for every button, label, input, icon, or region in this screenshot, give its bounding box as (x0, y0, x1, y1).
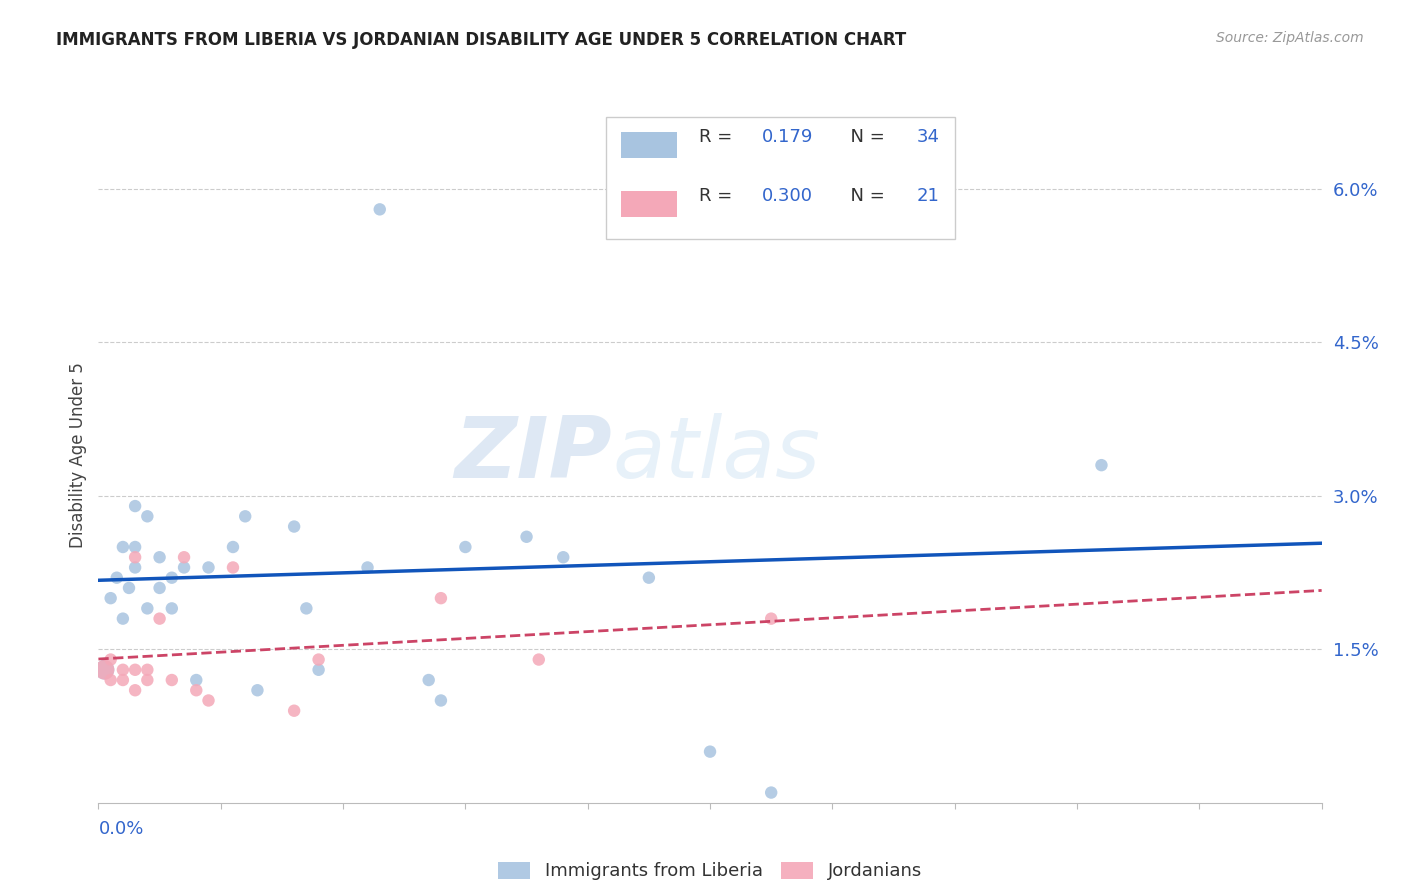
Point (124, 499, 146, 513)
Point (160, 571, 183, 585)
Point (111, 673, 134, 687)
Point (308, 663, 330, 677)
Point (759, 612, 782, 626)
Point (173, 560, 195, 574)
Point (283, 704, 305, 718)
Point (699, 745, 721, 759)
Point (308, 652, 330, 666)
Point (100, 652, 122, 666)
Point (430, 591, 453, 606)
Text: atlas: atlas (612, 413, 820, 497)
Point (186, 683, 208, 698)
Text: N =: N = (839, 187, 891, 205)
Point (149, 612, 172, 626)
Point (124, 683, 146, 698)
Point (136, 509, 159, 524)
Point (600, 212, 623, 227)
Text: R =: R = (699, 187, 738, 205)
Point (111, 612, 134, 626)
Point (136, 673, 159, 687)
Point (553, 550, 575, 565)
Point (111, 663, 134, 677)
Point (1090, 458, 1112, 472)
Point (93, 663, 115, 677)
Point (111, 540, 134, 554)
Point (173, 550, 195, 565)
Text: 0.179: 0.179 (762, 128, 814, 146)
Legend: Immigrants from Liberia, Jordanians: Immigrants from Liberia, Jordanians (491, 855, 929, 888)
Text: N =: N = (839, 128, 891, 146)
Point (136, 601, 159, 615)
Text: 34: 34 (917, 128, 939, 146)
Point (118, 581, 141, 595)
Point (197, 693, 219, 707)
Point (160, 601, 183, 615)
Point (124, 663, 146, 677)
Point (124, 550, 146, 565)
Point (100, 591, 122, 606)
Point (527, 652, 550, 666)
Text: ZIP: ZIP (454, 413, 612, 497)
Point (233, 509, 256, 524)
Point (149, 550, 172, 565)
Point (356, 560, 378, 574)
Point (759, 786, 782, 800)
Text: Source: ZipAtlas.com: Source: ZipAtlas.com (1216, 31, 1364, 45)
FancyBboxPatch shape (620, 132, 676, 158)
Point (516, 530, 538, 544)
Point (197, 560, 219, 574)
Text: 0.0%: 0.0% (98, 821, 143, 838)
Point (295, 601, 318, 615)
Point (124, 560, 146, 574)
Point (149, 581, 172, 595)
Text: IMMIGRANTS FROM LIBERIA VS JORDANIAN DISABILITY AGE UNDER 5 CORRELATION CHART: IMMIGRANTS FROM LIBERIA VS JORDANIAN DIS… (56, 31, 907, 49)
Point (105, 571, 128, 585)
Point (222, 540, 245, 554)
Y-axis label: Disability Age Under 5: Disability Age Under 5 (69, 362, 87, 548)
FancyBboxPatch shape (606, 118, 955, 239)
Point (186, 673, 208, 687)
Point (637, 571, 661, 585)
Point (100, 673, 122, 687)
Point (136, 663, 159, 677)
FancyBboxPatch shape (620, 191, 676, 218)
Point (124, 540, 146, 554)
Point (418, 673, 440, 687)
Text: 21: 21 (917, 187, 939, 205)
Text: 0.300: 0.300 (762, 187, 813, 205)
Point (283, 519, 305, 533)
Point (368, 202, 391, 217)
Point (160, 673, 183, 687)
Point (222, 560, 245, 574)
Point (246, 683, 269, 698)
Point (430, 693, 453, 707)
Text: R =: R = (699, 128, 738, 146)
Point (454, 540, 477, 554)
Point (93, 663, 115, 677)
